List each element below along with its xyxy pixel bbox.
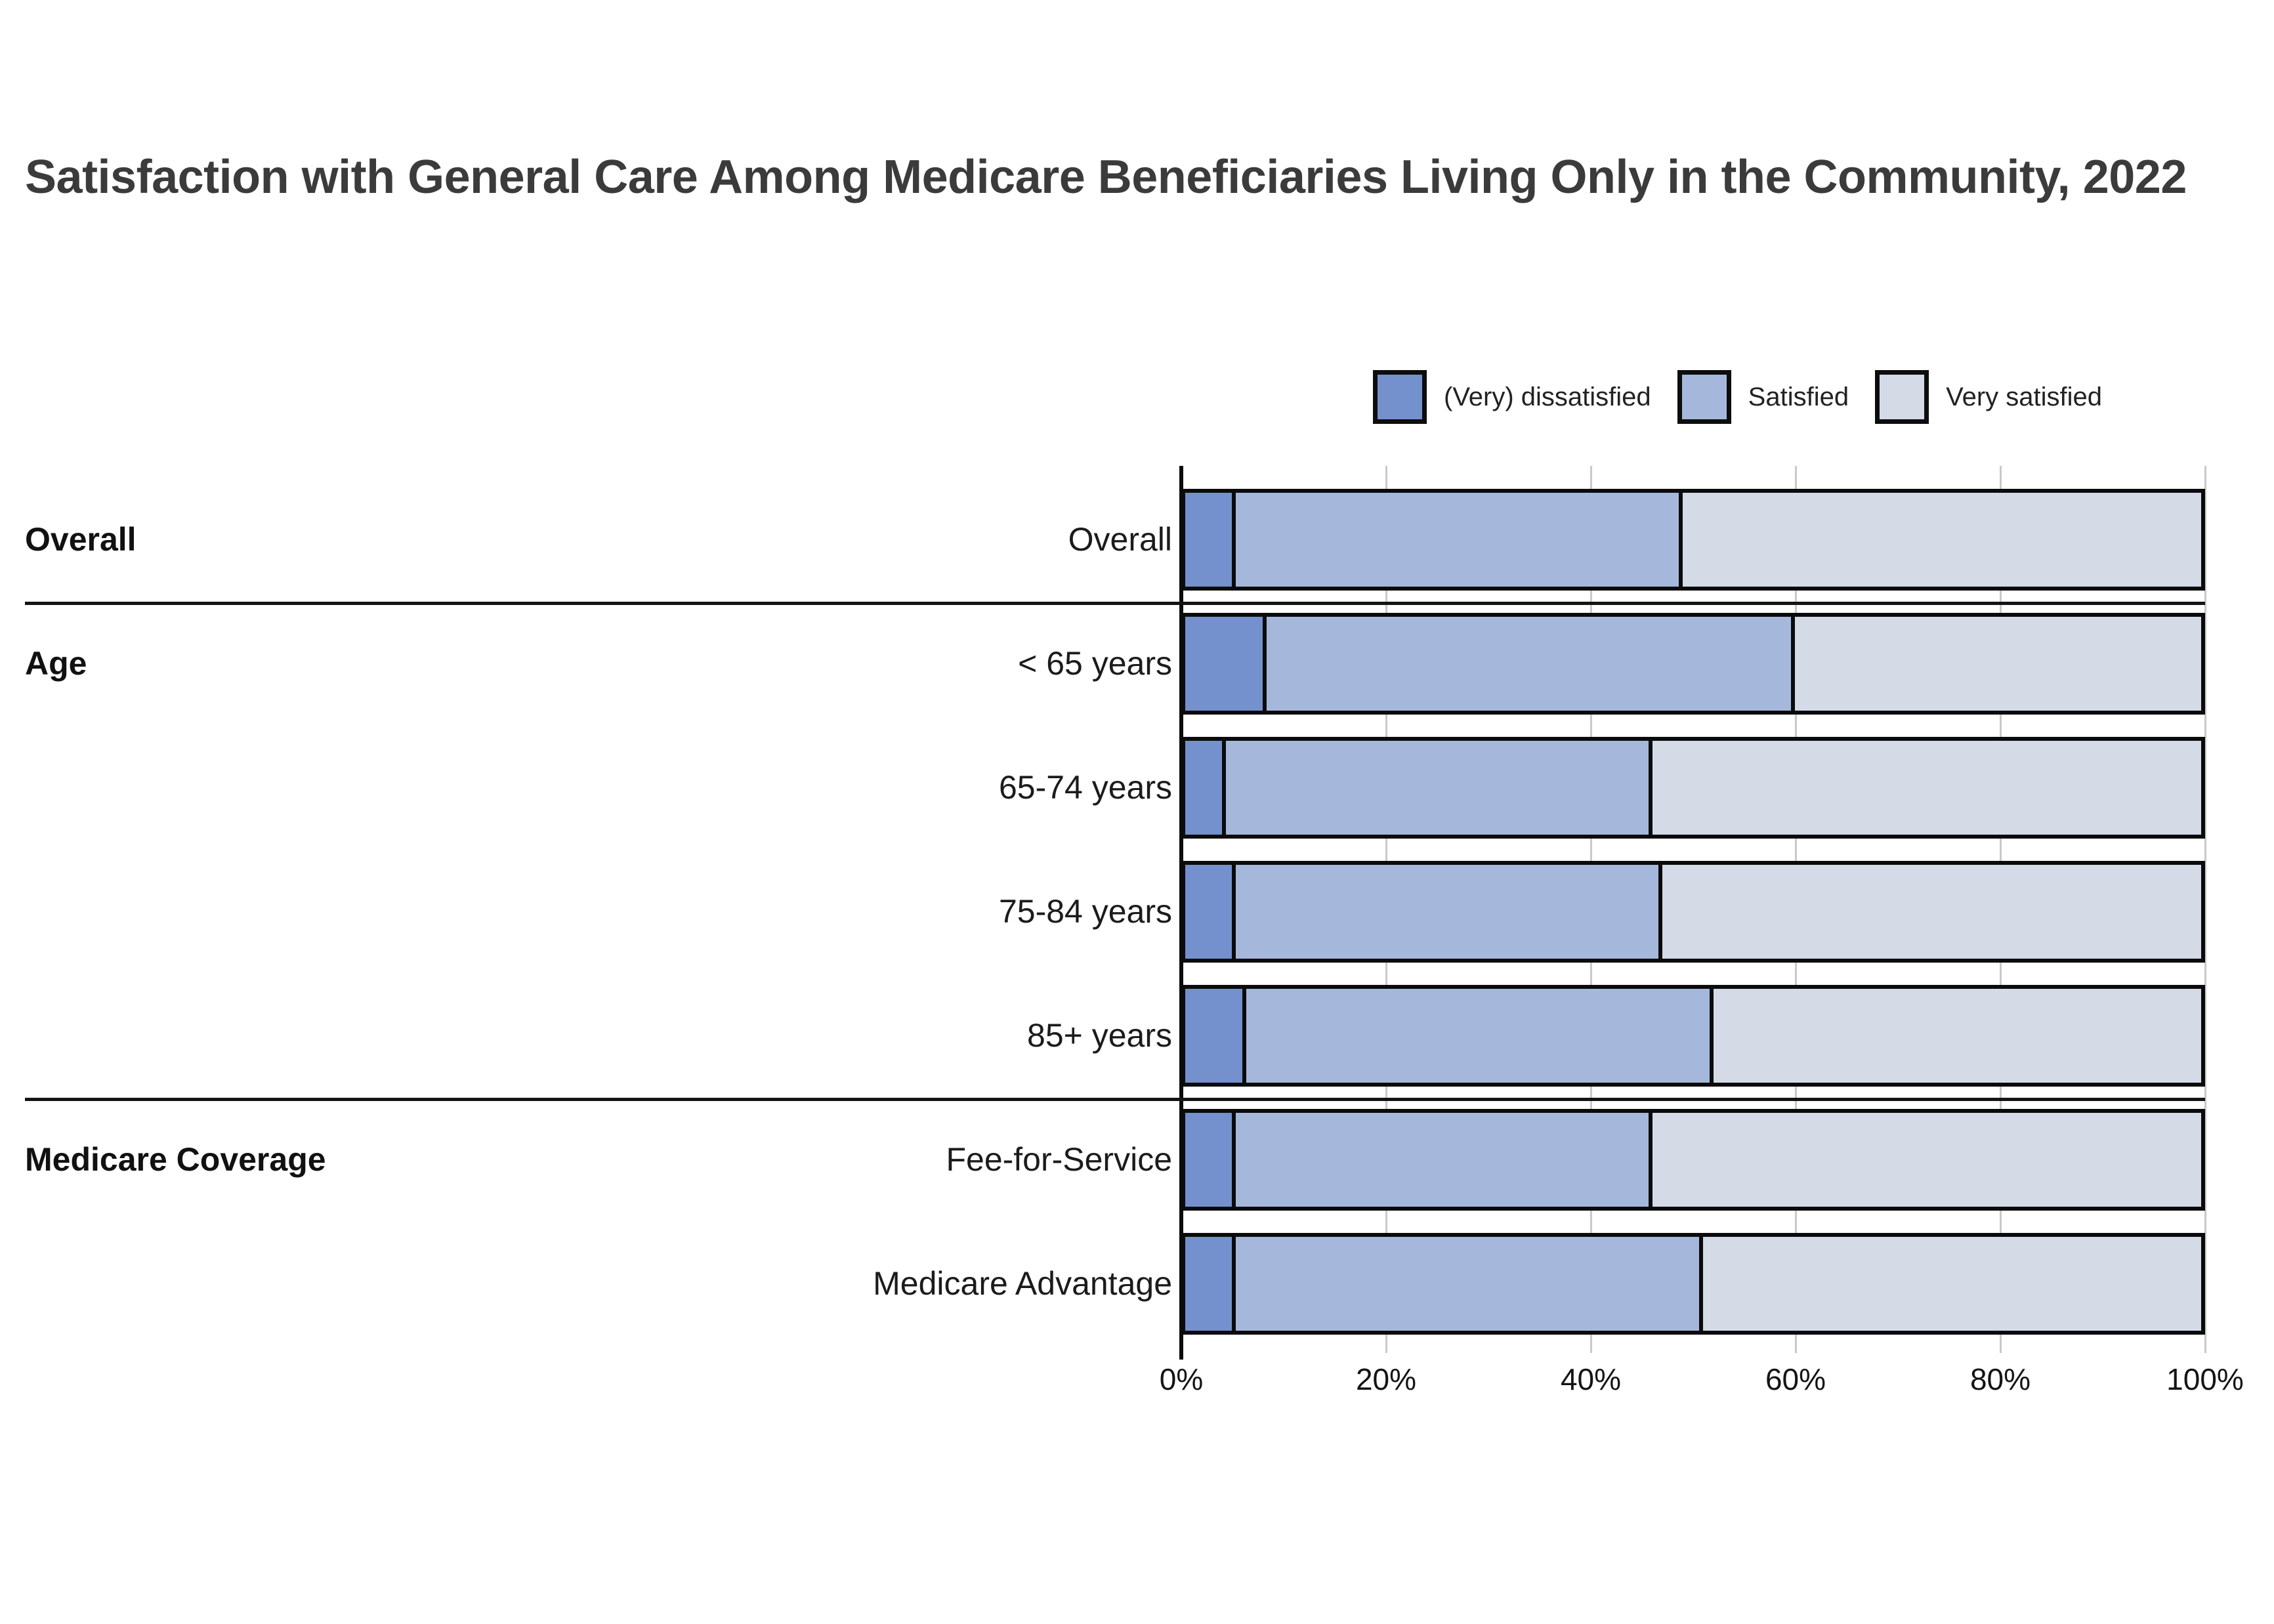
row-label-6: Medicare Advantage (873, 1265, 1172, 1302)
bar-segment-satisfied (1236, 865, 1662, 959)
bar-segment-satisfied (1246, 989, 1714, 1083)
bar-segment--very-dissatisfied (1185, 741, 1226, 835)
legend-label-satisfied: Satisfied (1748, 382, 1849, 411)
bar-65-74-years (1181, 737, 2205, 839)
bar-85-years (1181, 985, 2205, 1087)
row-label-5: Fee-for-Service (946, 1141, 1172, 1178)
bar-medicare-advantage (1181, 1233, 2205, 1335)
x-tick-label-20: 20% (1355, 1362, 1417, 1396)
row-label-0: Overall (1068, 521, 1172, 558)
legend-swatch-very-satisfied (1875, 370, 1929, 424)
bar-segment-satisfied (1226, 741, 1653, 835)
bar-segment--very-dissatisfied (1185, 865, 1236, 959)
x-tick-label-40: 40% (1560, 1362, 1622, 1396)
plot-area (1179, 466, 2206, 1362)
legend-swatch-dissatisfied (1373, 370, 1427, 424)
chart-title: Satisfaction with General Care Among Med… (25, 151, 2187, 203)
legend-item-satisfied: Satisfied (1677, 370, 1849, 424)
bar-segment-satisfied (1267, 617, 1795, 711)
x-tick-label-80: 80% (1969, 1362, 2031, 1396)
bar-segment-satisfied (1236, 1237, 1703, 1331)
bar-segment-very-satisfied (1653, 741, 2201, 835)
row-label-2: 65-74 years (998, 769, 1172, 806)
bar-segment--very-dissatisfied (1185, 1237, 1236, 1331)
group-label-medicare-coverage: Medicare Coverage (25, 1141, 326, 1178)
bar-segment--very-dissatisfied (1185, 617, 1267, 711)
bar-75-84-years (1181, 861, 2205, 963)
bar-segment--very-dissatisfied (1185, 1113, 1236, 1207)
legend-label-very-satisfied: Very satisfied (1946, 382, 2102, 411)
bar-segment-satisfied (1236, 1113, 1653, 1207)
gridline-100 (2204, 466, 2206, 1353)
row-label-1: < 65 years (1018, 645, 1172, 682)
bar-segment-very-satisfied (1683, 493, 2201, 587)
bar--65-years (1181, 613, 2205, 715)
legend: (Very) dissatisfied Satisfied Very satis… (1373, 367, 2128, 427)
row-label-3: 75-84 years (998, 893, 1172, 930)
x-tick-label-0: 0% (1159, 1362, 1204, 1396)
legend-label-dissatisfied: (Very) dissatisfied (1444, 382, 1651, 411)
x-tick-label-100: 100% (2166, 1362, 2244, 1396)
legend-swatch-satisfied (1677, 370, 1731, 424)
bar-segment-very-satisfied (1703, 1237, 2201, 1331)
legend-item-very-satisfied: Very satisfied (1875, 370, 2102, 424)
bar-segment-very-satisfied (1795, 617, 2201, 711)
bar-segment-satisfied (1236, 493, 1683, 587)
bar-fee-for-service (1181, 1109, 2205, 1211)
legend-item-dissatisfied: (Very) dissatisfied (1373, 370, 1651, 424)
group-divider-1 (25, 1098, 2205, 1101)
bar-segment-very-satisfied (1662, 865, 2201, 959)
x-tick-label-60: 60% (1765, 1362, 1826, 1396)
group-divider-0 (25, 602, 2205, 605)
bar-segment--very-dissatisfied (1185, 493, 1236, 587)
row-label-4: 85+ years (1027, 1017, 1172, 1054)
bar-segment-very-satisfied (1653, 1113, 2201, 1207)
bar-segment--very-dissatisfied (1185, 989, 1246, 1083)
bar-segment-very-satisfied (1714, 989, 2201, 1083)
group-label-age: Age (25, 645, 87, 682)
group-label-overall: Overall (25, 521, 137, 558)
bar-overall (1181, 489, 2205, 591)
